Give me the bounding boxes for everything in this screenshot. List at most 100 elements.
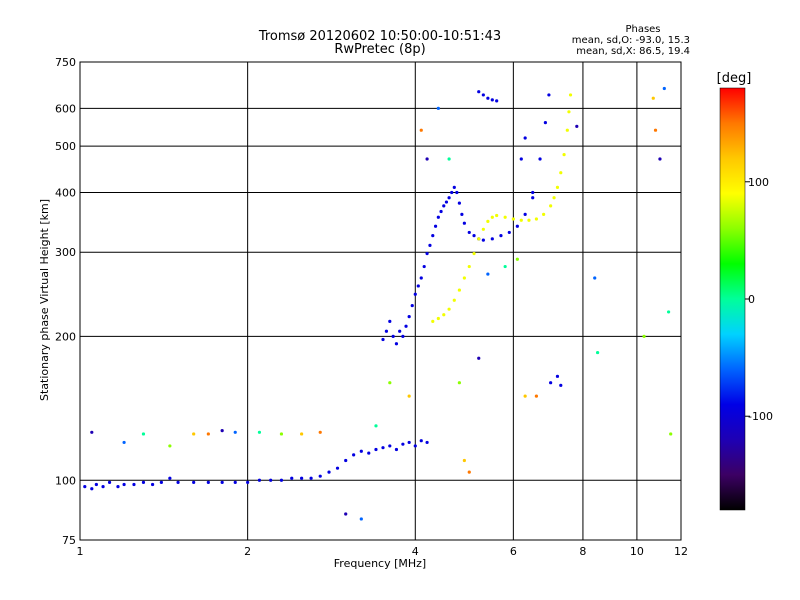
data-point <box>425 252 429 256</box>
data-point <box>309 476 313 480</box>
x-tick-label: 12 <box>674 545 688 558</box>
data-point <box>447 157 451 161</box>
colorbar-tick-label: -100 <box>748 410 773 423</box>
data-point <box>515 257 519 261</box>
colorbar-ticks: -100 0 100 <box>745 176 773 423</box>
data-point <box>220 480 224 484</box>
x-tick-label: 8 <box>579 545 586 558</box>
data-point <box>141 432 146 436</box>
data-point <box>575 124 579 128</box>
y-tick-label: 100 <box>55 474 76 487</box>
data-point <box>168 444 172 448</box>
data-point <box>141 480 146 484</box>
data-point <box>192 432 196 436</box>
data-point <box>327 470 331 474</box>
y-tick-label: 200 <box>55 330 76 343</box>
data-point <box>595 350 600 355</box>
data-point <box>519 218 523 222</box>
data-point <box>455 190 459 195</box>
data-point <box>394 342 399 346</box>
data-point <box>416 284 420 288</box>
data-point <box>567 110 571 114</box>
data-point <box>523 212 527 216</box>
data-point <box>122 440 126 445</box>
data-point <box>388 381 392 385</box>
data-point <box>658 157 662 161</box>
data-point <box>318 474 322 478</box>
data-point <box>495 213 499 218</box>
data-point <box>359 517 363 521</box>
data-point <box>359 449 363 453</box>
data-point <box>552 196 556 200</box>
data-point <box>367 451 371 455</box>
data-point <box>462 458 466 463</box>
data-point <box>401 442 405 446</box>
data-point <box>422 264 426 269</box>
data-point <box>457 201 461 205</box>
data-point <box>344 458 348 463</box>
data-point <box>467 264 471 269</box>
stats-header: Phases <box>625 24 660 35</box>
data-point <box>407 315 411 319</box>
data-point <box>462 276 466 280</box>
data-point <box>481 227 485 231</box>
data-point <box>593 276 597 280</box>
data-point <box>555 374 560 378</box>
data-point <box>531 190 535 195</box>
data-point <box>457 288 461 292</box>
y-tick-label: 500 <box>55 140 76 153</box>
data-point <box>388 319 392 323</box>
y-tick-label: 400 <box>55 186 76 199</box>
data-point <box>542 212 546 216</box>
data-point <box>257 478 262 482</box>
data-point <box>410 303 414 308</box>
data-point <box>257 430 262 434</box>
colorbar-tick-label: 100 <box>748 176 769 189</box>
data-point <box>344 512 348 516</box>
data-point <box>425 440 429 445</box>
data-point <box>472 252 476 256</box>
data-point <box>374 424 378 428</box>
data-point <box>428 243 432 248</box>
data-point <box>481 93 485 97</box>
data-point <box>452 185 456 189</box>
data-point <box>559 171 563 175</box>
data-point <box>413 292 417 296</box>
data-point <box>290 476 294 480</box>
data-point <box>384 329 389 333</box>
data-point <box>94 482 98 487</box>
data-point <box>462 221 466 225</box>
data-point <box>431 233 435 238</box>
data-point <box>562 153 566 157</box>
data-point <box>457 381 461 385</box>
data-point <box>279 478 284 482</box>
x-tick-label: 10 <box>630 545 644 558</box>
y-axis-ticks: 75 100 200 300 400 500 600 750 <box>55 56 76 547</box>
data-point <box>419 128 423 132</box>
x-tick-label: 6 <box>510 545 517 558</box>
data-point <box>503 264 507 269</box>
data-point <box>233 480 237 484</box>
data-point <box>490 98 494 102</box>
y-tick-label: 750 <box>55 56 76 69</box>
data-point <box>391 334 395 338</box>
data-point <box>651 96 655 100</box>
data-point <box>176 480 180 484</box>
data-point <box>534 217 539 221</box>
data-point <box>159 480 163 484</box>
data-point <box>559 383 563 387</box>
data-point <box>450 190 454 195</box>
data-point <box>549 204 553 208</box>
data-point <box>398 329 402 333</box>
data-point <box>442 313 446 317</box>
data-point <box>150 482 155 487</box>
data-point <box>436 106 440 110</box>
data-point <box>490 237 494 241</box>
data-point <box>653 128 658 132</box>
data-point <box>168 476 172 480</box>
data-point <box>669 432 673 436</box>
data-point <box>335 466 340 470</box>
data-point <box>433 224 438 228</box>
data-point <box>246 480 250 484</box>
data-point <box>519 157 523 161</box>
